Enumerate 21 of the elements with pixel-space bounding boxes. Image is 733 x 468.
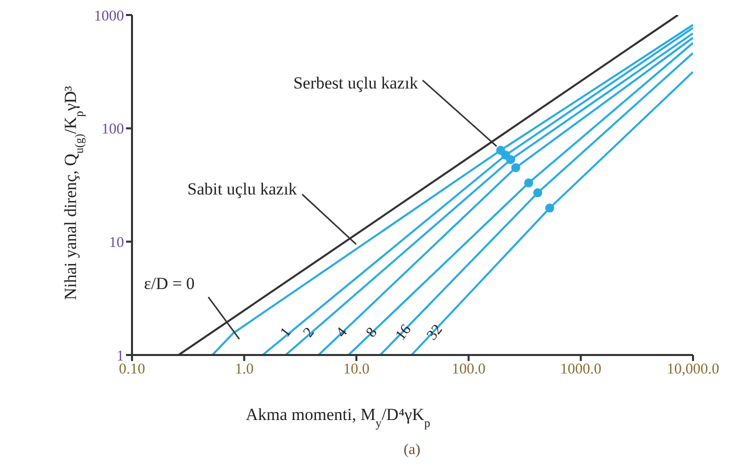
text: 4 xyxy=(334,324,352,341)
x-tick-label: 1.0 xyxy=(234,362,254,378)
text: 32 xyxy=(424,322,446,344)
text: (a) xyxy=(404,442,420,458)
text: 1 xyxy=(278,324,295,341)
x-tick-label: 10.0 xyxy=(343,362,370,378)
text: 16 xyxy=(392,321,415,344)
y-tick-label: 10 xyxy=(109,234,124,251)
text: 2 xyxy=(300,324,318,341)
x-tick-label: 100.0 xyxy=(452,362,486,378)
y-tick-label: 1 xyxy=(116,348,124,364)
text: 8 xyxy=(363,324,381,341)
text: ε/D = 0 xyxy=(144,274,195,294)
x-axis-title: Akma momenti, M$_{y}$/D⁴γK$_{p}$ xyxy=(246,405,430,430)
annotation: Sabit uçlu kazık xyxy=(187,179,298,198)
y-tick-label: 1000 xyxy=(94,8,124,24)
annotation: Serbest uçlu kazık xyxy=(293,73,418,92)
x-tick-label: 1000.0 xyxy=(560,362,602,378)
y-tick-label: 100 xyxy=(102,122,124,138)
x-tick-label: 10,000.0 xyxy=(666,362,720,378)
x-tick-label: 0.10 xyxy=(118,362,146,378)
